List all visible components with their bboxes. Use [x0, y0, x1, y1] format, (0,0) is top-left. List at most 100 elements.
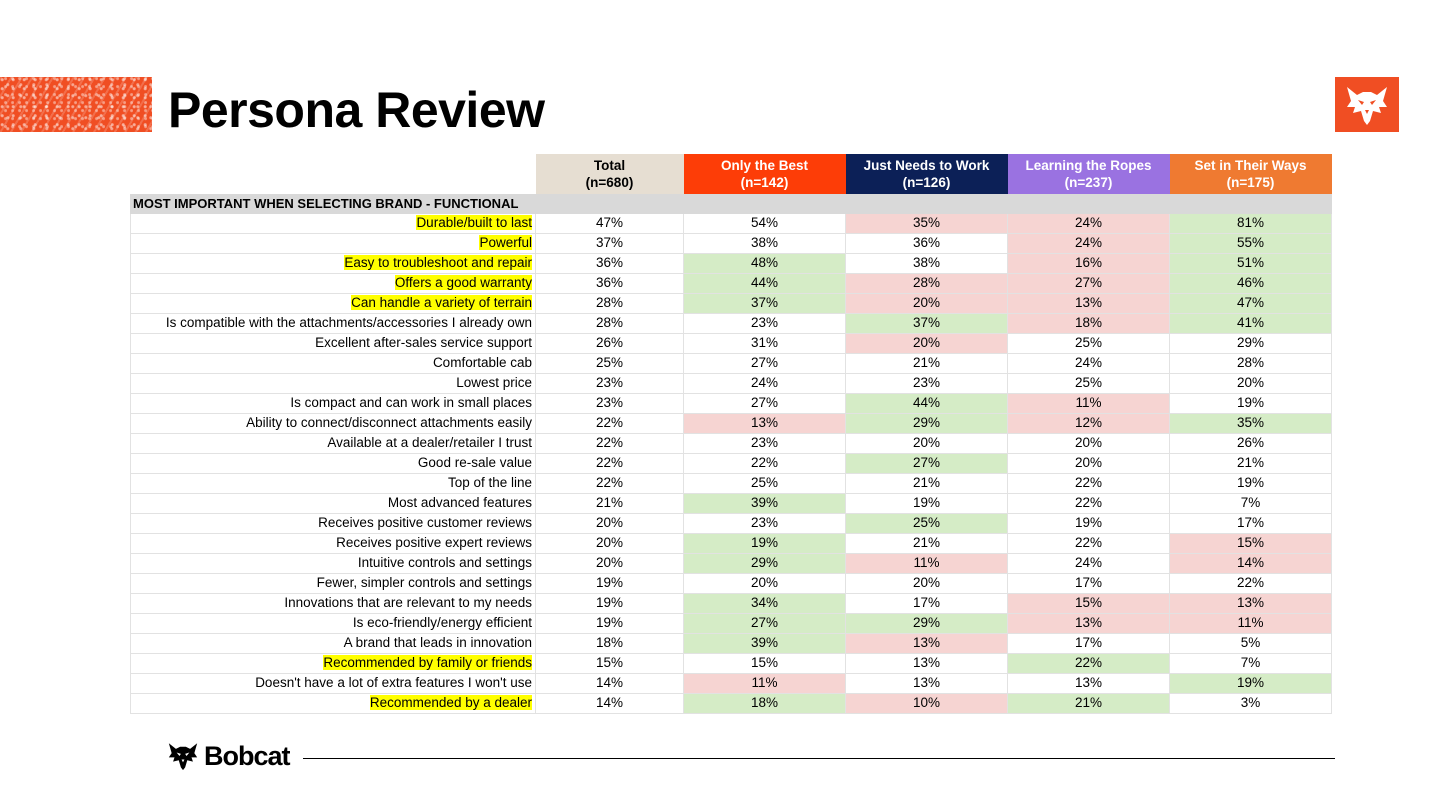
row-label-text: Comfortable cab	[432, 355, 532, 370]
cell-only-the-best: 19%	[683, 532, 846, 554]
row-label-text: Powerful	[479, 235, 532, 250]
cell-only-the-best: 39%	[683, 492, 846, 514]
cell-just-needs-to-work: 23%	[845, 372, 1008, 394]
header-just-needs-to-work: Just Needs to Work (n=126)	[845, 154, 1008, 194]
cell-set-in-their-ways: 26%	[1169, 432, 1332, 454]
row-label: Innovations that are relevant to my need…	[130, 592, 536, 614]
table-row: Receives positive expert reviews 20% 19% 21…	[130, 532, 1332, 554]
row-label-text: Receives positive expert reviews	[336, 535, 532, 550]
cell-set-in-their-ways: 15%	[1169, 532, 1332, 554]
row-label: Fewer, simpler controls and settings	[130, 572, 536, 594]
cell-only-the-best: 39%	[683, 632, 846, 654]
section-row: MOST IMPORTANT WHEN SELECTING BRAND - FU…	[130, 193, 1332, 214]
cell-only-the-best: 25%	[683, 472, 846, 494]
cell-learning-the-ropes: 22%	[1007, 652, 1170, 674]
table-row: A brand that leads in innovation 18% 39% 13…	[130, 632, 1332, 654]
cell-learning-the-ropes: 27%	[1007, 272, 1170, 294]
row-label: Can handle a variety of terrain	[130, 292, 536, 314]
cell-total: 22%	[535, 432, 684, 454]
table-row: Lowest price 23% 24% 23% 25% 20%	[130, 372, 1332, 394]
row-label-text: Receives positive customer reviews	[318, 515, 532, 530]
row-label: Excellent after-sales service support	[130, 332, 536, 354]
row-label-text: Ability to connect/disconnect attachment…	[246, 415, 532, 430]
cell-only-the-best: 11%	[683, 672, 846, 694]
row-label: Is compact and can work in small places	[130, 392, 536, 414]
row-label: A brand that leads in innovation	[130, 632, 536, 654]
cell-total: 22%	[535, 412, 684, 434]
cell-just-needs-to-work: 17%	[845, 592, 1008, 614]
row-label: Powerful	[130, 232, 536, 254]
cell-learning-the-ropes: 25%	[1007, 332, 1170, 354]
cell-set-in-their-ways: 13%	[1169, 592, 1332, 614]
cell-set-in-their-ways: 35%	[1169, 412, 1332, 434]
table-row: Durable/built to last 47% 54% 35% 24% 81%	[130, 212, 1332, 234]
cell-set-in-their-ways: 17%	[1169, 512, 1332, 534]
row-label-text: Good re-sale value	[417, 455, 532, 470]
cell-only-the-best: 23%	[683, 432, 846, 454]
row-label-text: Is compact and can work in small places	[290, 395, 532, 410]
table-row: Is compact and can work in small places 2…	[130, 392, 1332, 414]
table-row: Recommended by family or friends 15% 15% 13…	[130, 652, 1332, 674]
cell-set-in-their-ways: 5%	[1169, 632, 1332, 654]
cell-learning-the-ropes: 11%	[1007, 392, 1170, 414]
row-label-text: Doesn't have a lot of extra features I w…	[255, 675, 532, 690]
cell-set-in-their-ways: 47%	[1169, 292, 1332, 314]
cell-total: 25%	[535, 352, 684, 374]
cell-only-the-best: 34%	[683, 592, 846, 614]
cell-learning-the-ropes: 24%	[1007, 232, 1170, 254]
row-label: Durable/built to last	[130, 212, 536, 234]
row-label: Receives positive expert reviews	[130, 532, 536, 554]
cell-total: 22%	[535, 472, 684, 494]
cell-only-the-best: 23%	[683, 512, 846, 534]
cell-set-in-their-ways: 46%	[1169, 272, 1332, 294]
row-label-text: Is compatible with the attachments/acces…	[165, 315, 532, 330]
cell-total: 14%	[535, 672, 684, 694]
cell-learning-the-ropes: 17%	[1007, 632, 1170, 654]
persona-table: Total (n=680) Only the Best (n=142) Just N…	[130, 154, 1332, 714]
cell-set-in-their-ways: 29%	[1169, 332, 1332, 354]
cell-total: 20%	[535, 552, 684, 574]
cell-set-in-their-ways: 3%	[1169, 692, 1332, 714]
row-label-text: Offers a good warranty	[394, 275, 532, 290]
cell-set-in-their-ways: 41%	[1169, 312, 1332, 334]
cell-set-in-their-ways: 19%	[1169, 392, 1332, 414]
row-label: Comfortable cab	[130, 352, 536, 374]
cell-just-needs-to-work: 28%	[845, 272, 1008, 294]
page-title: Persona Review	[168, 82, 545, 138]
cell-set-in-their-ways: 55%	[1169, 232, 1332, 254]
table-row: Ability to connect/disconnect attachment…	[130, 412, 1332, 434]
section-title: MOST IMPORTANT WHEN SELECTING BRAND - FU…	[130, 193, 1332, 214]
cell-learning-the-ropes: 18%	[1007, 312, 1170, 334]
cell-only-the-best: 31%	[683, 332, 846, 354]
row-label: Available at a dealer/retailer I trust	[130, 432, 536, 454]
cell-just-needs-to-work: 27%	[845, 452, 1008, 474]
cell-just-needs-to-work: 35%	[845, 212, 1008, 234]
cell-set-in-their-ways: 14%	[1169, 552, 1332, 574]
cell-learning-the-ropes: 25%	[1007, 372, 1170, 394]
cell-only-the-best: 22%	[683, 452, 846, 474]
cell-learning-the-ropes: 22%	[1007, 472, 1170, 494]
table-row: Recommended by a dealer 14% 18% 10% 21% 3%	[130, 692, 1332, 714]
table-row: Is compatible with the attachments/acces…	[130, 312, 1332, 334]
table-row: Intuitive controls and settings 20% 29% 11%…	[130, 552, 1332, 574]
cell-just-needs-to-work: 37%	[845, 312, 1008, 334]
cell-just-needs-to-work: 13%	[845, 632, 1008, 654]
cell-only-the-best: 44%	[683, 272, 846, 294]
cell-total: 28%	[535, 292, 684, 314]
row-label: Receives positive customer reviews	[130, 512, 536, 534]
cell-learning-the-ropes: 13%	[1007, 672, 1170, 694]
table-row: Good re-sale value 22% 22% 27% 20% 21%	[130, 452, 1332, 474]
cell-just-needs-to-work: 11%	[845, 552, 1008, 574]
footer-divider	[303, 758, 1335, 759]
table-row: Receives positive customer reviews 20% 23%…	[130, 512, 1332, 534]
header-learning-the-ropes: Learning the Ropes (n=237)	[1007, 154, 1170, 194]
row-label: Intuitive controls and settings	[130, 552, 536, 574]
cell-total: 14%	[535, 692, 684, 714]
cell-learning-the-ropes: 15%	[1007, 592, 1170, 614]
cell-only-the-best: 18%	[683, 692, 846, 714]
table-row: Offers a good warranty 36% 44% 28% 27% 46%	[130, 272, 1332, 294]
cell-only-the-best: 37%	[683, 292, 846, 314]
table-row: Comfortable cab 25% 27% 21% 24% 28%	[130, 352, 1332, 374]
row-label: Good re-sale value	[130, 452, 536, 474]
cell-total: 19%	[535, 572, 684, 594]
